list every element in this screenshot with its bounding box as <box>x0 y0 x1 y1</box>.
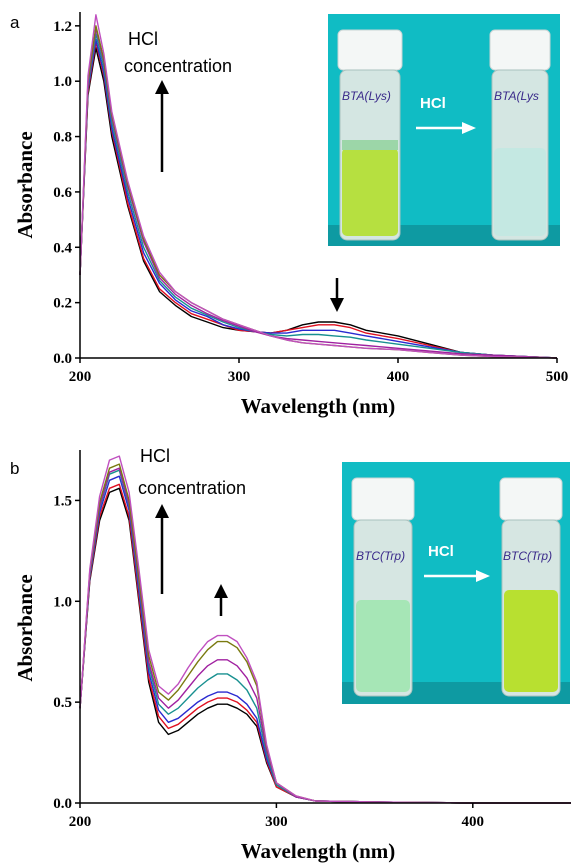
panel-a-photo-reagent-label: HCl <box>420 95 446 112</box>
panel-a-vial-left-label: BTA(Lys) <box>342 89 391 103</box>
panel-a-vial-right: BTA(Lys <box>489 29 551 241</box>
panel-b-plot-area: 200 300 400 0.0 0.5 1.0 1.5 <box>53 450 571 830</box>
panel-a-ticks: 200 300 400 500 0.0 0.2 0.4 0.6 0.8 1.0 1.2 <box>53 19 568 385</box>
panel-a-series-line-7 <box>79 14 558 359</box>
panel-a-vial-left-solution <box>342 148 398 236</box>
panel-b-photo: BTC(Trp) BTC(Trp) HCl <box>342 462 570 704</box>
panel-b-annotation-line2: concentration <box>138 478 246 498</box>
panel-b-vial-left-label: BTC(Trp) <box>356 549 405 563</box>
panel-a-y-tick-label: 0.4 <box>53 240 72 256</box>
panel-b-ticks: 200 300 400 0.0 0.5 1.0 1.5 <box>53 493 484 830</box>
panel-b-annotation: HCl concentration <box>138 446 246 616</box>
panel-b-vial-right-label: BTC(Trp) <box>503 549 552 563</box>
panel-b-series-group <box>79 455 571 804</box>
panel-a-annotation-line2: concentration <box>124 56 232 76</box>
panel-b-photo-reagent-label: HCl <box>428 543 454 560</box>
panel-b-ylabel: Absorbance <box>13 574 37 681</box>
panel-a-xlabel: Wavelength (nm) <box>241 394 396 418</box>
panel-a-x-tick-label: 500 <box>546 369 569 385</box>
panel-b-vial-right-solution <box>504 590 558 692</box>
panel-b-annotation-line1: HCl <box>140 446 170 466</box>
panel-b-x-tick-label: 200 <box>69 814 92 830</box>
panel-b-x-tick-label: 300 <box>265 814 288 830</box>
panel-a-vial-right-solution <box>494 148 546 236</box>
panel-a-annotation-line1: HCl <box>128 29 158 49</box>
panel-b-photo-arrow <box>424 570 490 582</box>
panel-b-label: b <box>10 459 19 478</box>
panel-a-plot-area: 200 300 400 500 0.0 0.2 0.4 0.6 0.8 1.0 1.2 <box>53 12 568 385</box>
panel-a-y-tick-label: 0.0 <box>53 351 72 367</box>
panel-b-y-tick-label: 1.5 <box>53 493 72 509</box>
panel-a-y-tick-label: 1.2 <box>53 19 72 35</box>
panel-a-up-arrow <box>155 80 169 172</box>
panel-a-ylabel: Absorbance <box>13 131 37 238</box>
panel-b-y-tick-label: 0.5 <box>53 695 72 711</box>
panel-a: a 200 300 400 500 0.0 0.2 0.4 0.6 0.8 1.0 1.2 Abso… <box>10 12 568 418</box>
panel-b-vial-left: BTC(Trp) <box>351 477 415 697</box>
panel-b-vial-left-solution <box>356 600 410 692</box>
panel-a-down-arrow <box>330 278 344 312</box>
panel-b-series-line-7 <box>79 455 571 804</box>
panel-a-y-tick-label: 0.8 <box>53 130 72 146</box>
panel-a-photo-arrow <box>416 122 476 134</box>
panel-a-photo: BTA(Lys) BTA(Lys HCl <box>328 14 560 246</box>
panel-a-vial-left: BTA(Lys) <box>337 29 403 241</box>
panel-a-x-tick-label: 400 <box>387 369 410 385</box>
panel-b: b 200 300 400 0.0 0.5 1.0 1.5 Absorbance Wavel… <box>10 446 571 863</box>
panel-b-x-tick-label: 400 <box>462 814 485 830</box>
panel-a-label: a <box>10 13 20 32</box>
panel-b-y-tick-label: 1.0 <box>53 594 72 610</box>
panel-a-y-tick-label: 0.2 <box>53 296 72 312</box>
panel-a-vial-right-label: BTA(Lys <box>494 89 539 103</box>
panel-a-annotation: HCl concentration <box>124 29 344 312</box>
panel-a-y-tick-label: 0.6 <box>53 185 72 201</box>
panel-a-x-tick-label: 300 <box>228 369 251 385</box>
panel-b-y-tick-label: 0.0 <box>53 796 72 812</box>
panel-a-x-tick-label: 200 <box>69 369 92 385</box>
panel-a-series-group <box>79 14 558 359</box>
panel-b-up-arrow-left <box>155 504 169 594</box>
panel-b-xlabel: Wavelength (nm) <box>241 839 396 863</box>
panel-b-vial-right: BTC(Trp) <box>499 477 563 697</box>
panel-b-up-arrow-right <box>214 584 228 616</box>
panel-a-y-tick-label: 1.0 <box>53 74 72 90</box>
